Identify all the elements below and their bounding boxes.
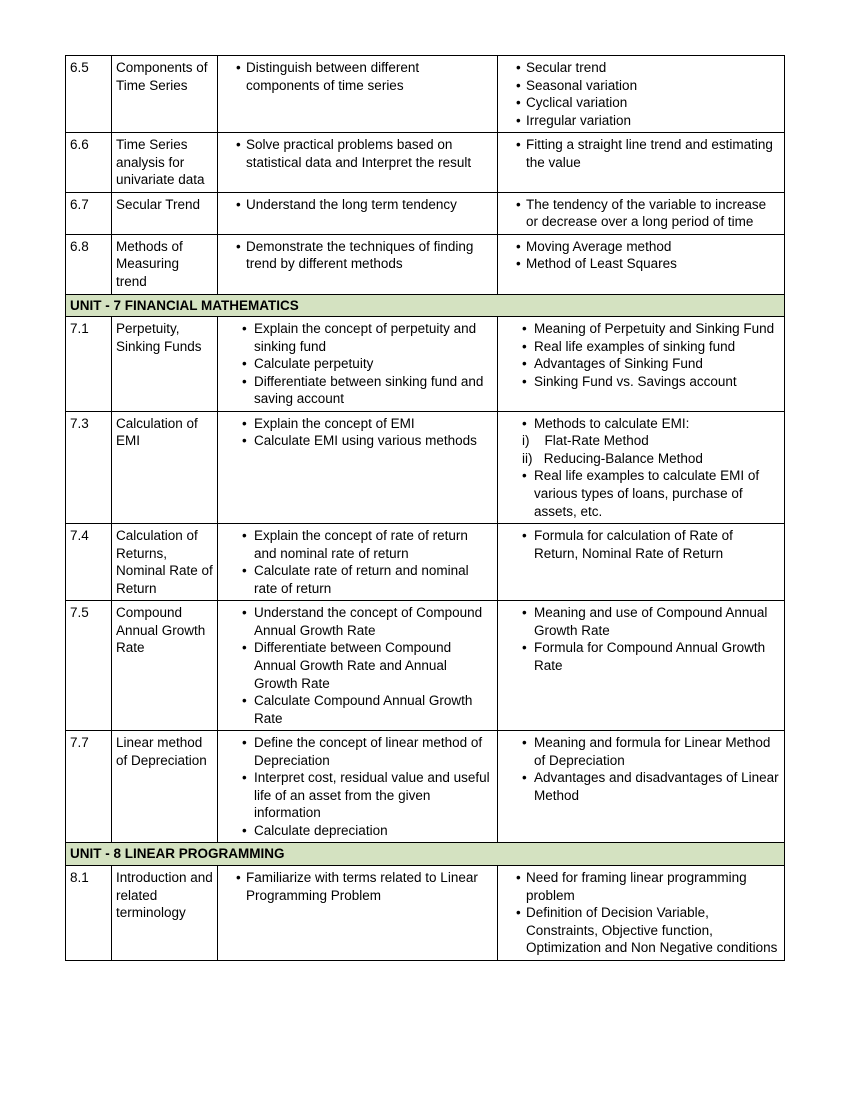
row-topic: Calculation of EMI xyxy=(112,411,218,523)
list-item: Definition of Decision Variable, Constra… xyxy=(516,904,780,957)
list-item: Calculate depreciation xyxy=(242,822,493,840)
row-number: 7.4 xyxy=(66,524,112,601)
list-item: Method of Least Squares xyxy=(516,255,780,273)
list-item: Fitting a straight line trend and estima… xyxy=(516,136,780,171)
row-content: Formula for calculation of Rate of Retur… xyxy=(498,524,785,601)
list-item: Secular trend xyxy=(516,59,780,77)
list-item: Irregular variation xyxy=(516,112,780,130)
row-topic: Secular Trend xyxy=(112,192,218,234)
list-item: Real life examples of sinking fund xyxy=(522,338,780,356)
list-item: Need for framing linear programming prob… xyxy=(516,869,780,904)
row-content: Meaning and formula for Linear Method of… xyxy=(498,731,785,843)
row-number: 7.5 xyxy=(66,601,112,731)
list-item: Cyclical variation xyxy=(516,94,780,112)
row-topic: Methods of Measuring trend xyxy=(112,234,218,294)
table-row: 7.3Calculation of EMIExplain the concept… xyxy=(66,411,785,523)
row-objectives: Solve practical problems based on statis… xyxy=(218,133,498,193)
list-item: Understand the concept of Compound Annua… xyxy=(242,604,493,639)
list-item: Calculate EMI using various methods xyxy=(242,432,493,450)
row-topic: Linear method of Depreciation xyxy=(112,731,218,843)
list-item: Solve practical problems based on statis… xyxy=(236,136,493,171)
row-objectives: Explain the concept of rate of return an… xyxy=(218,524,498,601)
list-item: Advantages and disadvantages of Linear M… xyxy=(522,769,780,804)
table-row: UNIT - 7 FINANCIAL MATHEMATICS xyxy=(66,294,785,317)
list-item: Calculate rate of return and nominal rat… xyxy=(242,562,493,597)
list-item: Meaning of Perpetuity and Sinking Fund xyxy=(522,320,780,338)
row-objectives: Understand the long term tendency xyxy=(218,192,498,234)
row-topic: Components of Time Series xyxy=(112,56,218,133)
unit-header: UNIT - 7 FINANCIAL MATHEMATICS xyxy=(66,294,785,317)
list-item: Explain the concept of rate of return an… xyxy=(242,527,493,562)
row-number: 6.7 xyxy=(66,192,112,234)
table-row: 7.1Perpetuity, Sinking Funds Explain the … xyxy=(66,317,785,412)
list-item: Distinguish between different components… xyxy=(236,59,493,94)
list-item: Calculate Compound Annual Growth Rate xyxy=(242,692,493,727)
row-number: 7.7 xyxy=(66,731,112,843)
row-topic: Time Series analysis for univariate data xyxy=(112,133,218,193)
table-row: UNIT - 8 LINEAR PROGRAMMING xyxy=(66,843,785,866)
list-item: Explain the concept of EMI xyxy=(242,415,493,433)
table-row: 6.8Methods of Measuring trend Demonstrate… xyxy=(66,234,785,294)
unit-header: UNIT - 8 LINEAR PROGRAMMING xyxy=(66,843,785,866)
list-item: Familiarize with terms related to Linear… xyxy=(236,869,493,904)
row-content: Meaning and use of Compound Annual Growt… xyxy=(498,601,785,731)
row-objectives: Explain the concept of EMICalculate EMI … xyxy=(218,411,498,523)
row-topic: Perpetuity, Sinking Funds xyxy=(112,317,218,412)
list-item: Seasonal variation xyxy=(516,77,780,95)
row-number: 7.1 xyxy=(66,317,112,412)
list-item: Formula for calculation of Rate of Retur… xyxy=(522,527,780,562)
syllabus-table: 6.5Components of Time Series Distinguish … xyxy=(65,55,785,961)
row-topic: Compound Annual Growth Rate xyxy=(112,601,218,731)
table-row: 6.7Secular Trend Understand the long term… xyxy=(66,192,785,234)
row-objectives: Demonstrate the techniques of finding tr… xyxy=(218,234,498,294)
table-row: 7.4Calculation of Returns, Nominal Rate … xyxy=(66,524,785,601)
row-objectives: Distinguish between different components… xyxy=(218,56,498,133)
table-row: 8.1Introduction and related terminology F… xyxy=(66,865,785,960)
list-item: Meaning and use of Compound Annual Growt… xyxy=(522,604,780,639)
row-objectives: Explain the concept of perpetuity and si… xyxy=(218,317,498,412)
list-item: Formula for Compound Annual Growth Rate xyxy=(522,639,780,674)
row-content: Moving Average methodMethod of Least Squ… xyxy=(498,234,785,294)
table-row: 6.6Time Series analysis for univariate d… xyxy=(66,133,785,193)
row-objectives: Familiarize with terms related to Linear… xyxy=(218,865,498,960)
row-content: Methods to calculate EMI:i) Flat-Rate Me… xyxy=(498,411,785,523)
row-number: 7.3 xyxy=(66,411,112,523)
row-number: 8.1 xyxy=(66,865,112,960)
list-item: Differentiate between sinking fund and s… xyxy=(242,373,493,408)
list-item: Moving Average method xyxy=(516,238,780,256)
syllabus-page: 6.5Components of Time Series Distinguish … xyxy=(65,55,785,1100)
row-objectives: Define the concept of linear method of D… xyxy=(218,731,498,843)
list-item: Demonstrate the techniques of finding tr… xyxy=(236,238,493,273)
row-content: Fitting a straight line trend and estima… xyxy=(498,133,785,193)
table-row: 7.7Linear method of Depreciation Define t… xyxy=(66,731,785,843)
list-item: Understand the long term tendency xyxy=(236,196,493,214)
row-number: 6.8 xyxy=(66,234,112,294)
row-topic: Calculation of Returns, Nominal Rate of … xyxy=(112,524,218,601)
row-objectives: Understand the concept of Compound Annua… xyxy=(218,601,498,731)
list-item: Differentiate between Compound Annual Gr… xyxy=(242,639,493,692)
list-item: Meaning and formula for Linear Method of… xyxy=(522,734,780,769)
row-content: Secular trendSeasonal variationCyclical … xyxy=(498,56,785,133)
table-row: 7.5Compound Annual Growth Rate Understand… xyxy=(66,601,785,731)
list-item: Interpret cost, residual value and usefu… xyxy=(242,769,493,822)
row-number: 6.5 xyxy=(66,56,112,133)
table-row: 6.5Components of Time Series Distinguish … xyxy=(66,56,785,133)
list-item: Define the concept of linear method of D… xyxy=(242,734,493,769)
row-content: Meaning of Perpetuity and Sinking FundRe… xyxy=(498,317,785,412)
list-item: The tendency of the variable to increase… xyxy=(516,196,780,231)
row-content: The tendency of the variable to increase… xyxy=(498,192,785,234)
list-item: Advantages of Sinking Fund xyxy=(522,355,780,373)
list-item: Explain the concept of perpetuity and si… xyxy=(242,320,493,355)
list-item: Calculate perpetuity xyxy=(242,355,493,373)
row-topic: Introduction and related terminology xyxy=(112,865,218,960)
row-number: 6.6 xyxy=(66,133,112,193)
row-content: Need for framing linear programming prob… xyxy=(498,865,785,960)
list-item: Sinking Fund vs. Savings account xyxy=(522,373,780,391)
